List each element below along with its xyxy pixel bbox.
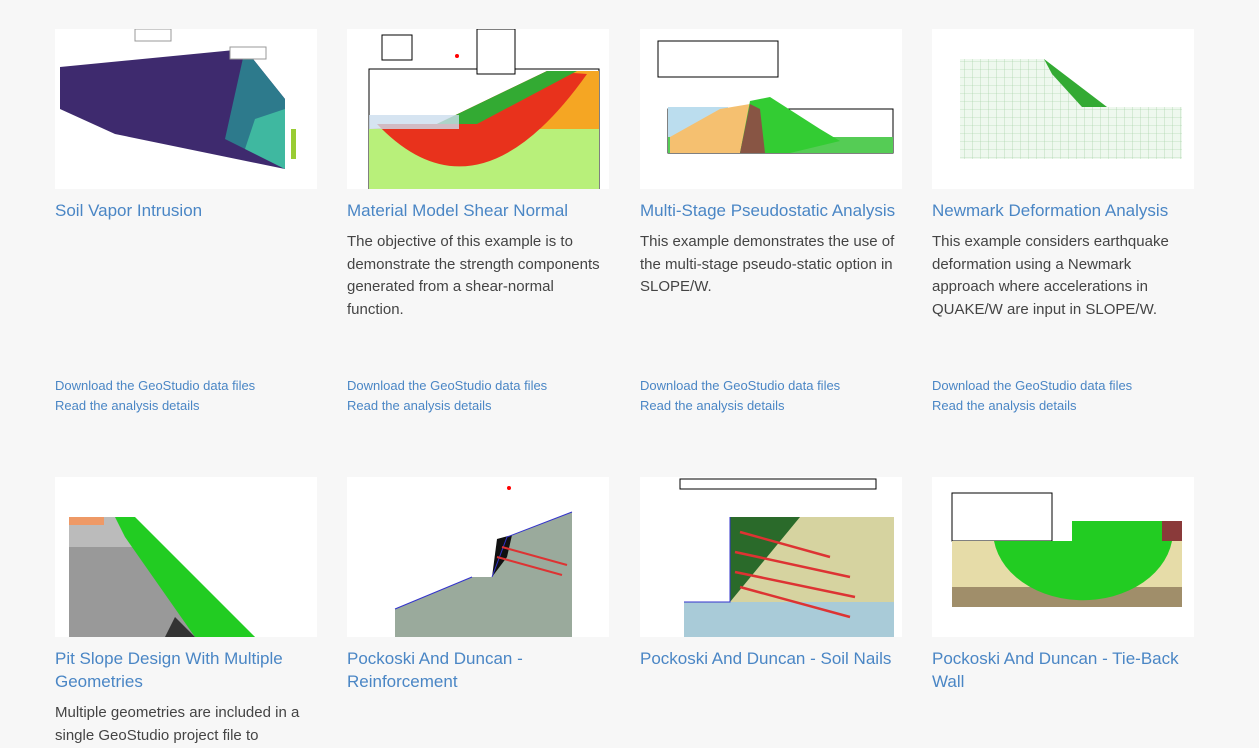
thumbnail-material-model[interactable] [347, 29, 609, 189]
details-link[interactable]: Read the analysis details [55, 398, 200, 413]
card-title[interactable]: Multi-Stage Pseudostatic Analysis [640, 201, 896, 220]
download-link[interactable]: Download the GeoStudio data files [347, 378, 548, 393]
download-link[interactable]: Download the GeoStudio data files [640, 378, 841, 393]
details-link[interactable]: Read the analysis details [932, 398, 1077, 413]
details-link[interactable]: Read the analysis details [640, 398, 785, 413]
example-card: Pit Slope Design With Multiple Geometrie… [55, 477, 317, 747]
download-link[interactable]: Download the GeoStudio data files [55, 378, 256, 393]
card-title[interactable]: Material Model Shear Normal [347, 201, 569, 220]
card-title[interactable]: Soil Vapor Intrusion [55, 201, 203, 220]
details-link[interactable]: Read the analysis details [347, 398, 492, 413]
card-description: This example demonstrates the use of the… [640, 233, 895, 295]
card-title[interactable]: Pockoski And Duncan - Soil Nails [640, 649, 892, 668]
example-card: Multi-Stage Pseudostatic Analysis This e… [640, 29, 902, 413]
example-card: Newmark Deformation Analysis This exampl… [932, 29, 1194, 413]
card-description: This example considers earthquake deform… [932, 233, 1169, 318]
thumbnail-soil-nails[interactable] [640, 477, 902, 637]
thumbnail-multi-stage[interactable] [640, 29, 902, 189]
download-link[interactable]: Download the GeoStudio data files [932, 378, 1133, 393]
card-title[interactable]: Pit Slope Design With Multiple Geometrie… [55, 649, 283, 691]
thumbnail-reinforcement[interactable] [347, 477, 609, 637]
thumbnail-newmark[interactable] [932, 29, 1194, 189]
thumbnail-tie-back-wall[interactable] [932, 477, 1194, 637]
example-card: Pockoski And Duncan - Reinforcement [347, 477, 609, 693]
card-description: Multiple geometries are included in a si… [55, 704, 300, 744]
thumbnail-pit-slope[interactable] [55, 477, 317, 637]
card-description: The objective of this example is to demo… [347, 233, 600, 318]
card-title[interactable]: Pockoski And Duncan - Tie-Back Wall [932, 649, 1179, 691]
example-card: Pockoski And Duncan - Tie-Back Wall [932, 477, 1194, 693]
card-title[interactable]: Newmark Deformation Analysis [932, 201, 1169, 220]
example-card: Soil Vapor Intrusion Download the GeoStu… [55, 29, 317, 413]
card-title[interactable]: Pockoski And Duncan - Reinforcement [347, 649, 523, 691]
example-card: Pockoski And Duncan - Soil Nails [640, 477, 902, 670]
thumbnail-soil-vapor-intrusion[interactable] [55, 29, 317, 189]
example-card: Material Model Shear Normal The objectiv… [347, 29, 609, 413]
